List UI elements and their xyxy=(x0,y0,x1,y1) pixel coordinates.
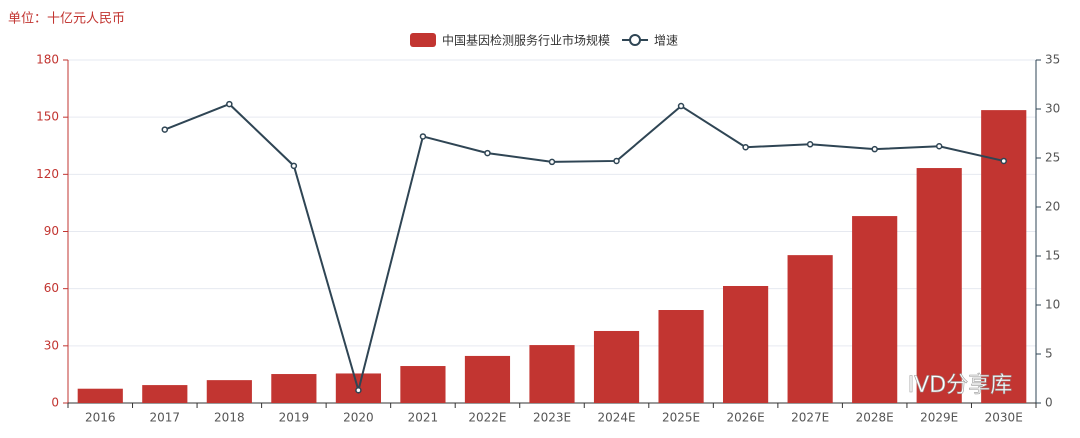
y-tick-label: 30 xyxy=(44,338,59,352)
x-tick-label: 2016 xyxy=(85,411,116,425)
bar xyxy=(529,345,575,403)
x-tick-label: 2030E xyxy=(985,411,1023,425)
x-tick-label: 2027E xyxy=(791,411,829,425)
y-tick-label: 60 xyxy=(44,281,59,295)
x-tick-label: 2022E xyxy=(468,411,506,425)
bar xyxy=(658,310,704,403)
y2-tick-label: 25 xyxy=(1045,151,1060,165)
legend-swatch xyxy=(410,33,436,47)
bar xyxy=(271,374,317,403)
y2-tick-label: 15 xyxy=(1045,249,1060,263)
unit-label: 单位：十亿元人民币 xyxy=(8,12,125,27)
bar xyxy=(593,330,640,403)
x-tick-label: 2023E xyxy=(533,411,571,425)
line-point xyxy=(935,142,943,150)
line-point xyxy=(290,162,298,170)
bar xyxy=(400,366,446,403)
bar xyxy=(464,355,511,403)
bar xyxy=(916,168,962,403)
y2-tick-label: 30 xyxy=(1045,102,1060,116)
line-point xyxy=(161,126,169,133)
bar xyxy=(723,285,769,403)
line xyxy=(164,102,1004,395)
y2-tick-label: 20 xyxy=(1045,200,1060,214)
bar xyxy=(206,380,252,403)
y-tick-label: 180 xyxy=(36,53,59,67)
line-point xyxy=(226,100,233,108)
line-point xyxy=(484,149,491,157)
x-tick-label: 2017 xyxy=(150,411,181,425)
line-point xyxy=(1000,157,1007,165)
y2-tick-label: 10 xyxy=(1045,298,1060,312)
legend-swatch xyxy=(629,34,642,46)
line-point xyxy=(355,387,362,394)
line-point xyxy=(871,145,878,153)
bar xyxy=(142,385,188,403)
y2-tick-label: 5 xyxy=(1045,347,1053,361)
x-tick-label: 2018 xyxy=(214,411,245,425)
bar xyxy=(787,255,833,403)
x-tick-label: 2021 xyxy=(408,411,439,425)
x-tick-label: 2028E xyxy=(856,411,894,425)
x-tick-label: 2024E xyxy=(597,411,635,425)
y-tick-label: 120 xyxy=(36,167,59,181)
bar xyxy=(852,216,898,403)
legend-label: 中国基因检测服务行业市场规模 xyxy=(442,33,610,48)
line-point xyxy=(806,141,814,148)
y2-tick-label: 0 xyxy=(1045,396,1053,410)
line-point xyxy=(613,157,620,165)
y-tick-label: 0 xyxy=(51,396,59,410)
bar xyxy=(981,110,1027,403)
line-point xyxy=(419,133,427,140)
bar xyxy=(77,388,123,403)
y2-tick-label: 35 xyxy=(1045,53,1060,67)
line-point xyxy=(742,143,749,151)
y-tick-label: 150 xyxy=(36,110,59,124)
x-tick-label: 2020 xyxy=(343,411,374,425)
y-tick-label: 90 xyxy=(44,224,59,238)
line-point xyxy=(548,158,556,166)
x-tick-label: 2029E xyxy=(920,411,958,425)
x-tick-label: 2019 xyxy=(279,411,310,425)
line-point xyxy=(677,102,685,110)
x-tick-label: 2025E xyxy=(662,411,700,425)
x-tick-label: 2026E xyxy=(727,411,765,425)
legend-label: 增速 xyxy=(654,34,678,48)
watermark: IVD分享库 xyxy=(908,373,1012,398)
